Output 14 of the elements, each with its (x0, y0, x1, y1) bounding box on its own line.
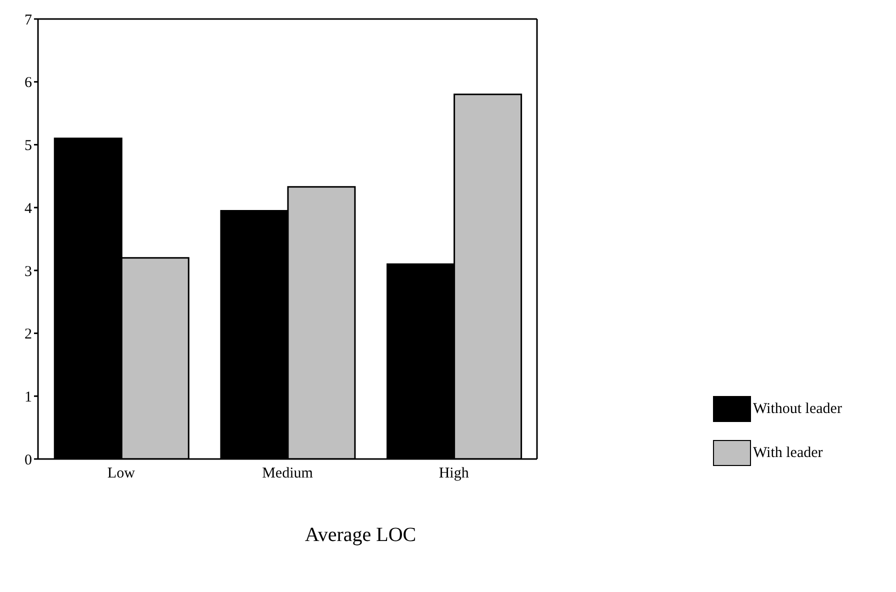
y-tick-label: 6 (24, 75, 32, 92)
y-tick-label: 2 (24, 326, 32, 343)
x-tick-label: High (438, 466, 470, 482)
y-tick-label: 7 (24, 12, 32, 28)
x-axis-title: Average LOC (304, 524, 418, 547)
y-tick-label: 4 (24, 200, 32, 217)
x-tick-label: Low (107, 466, 136, 482)
x-tick-label: Medium (262, 466, 314, 482)
legend-label: Without leader (753, 400, 842, 418)
y-tick-label: 0 (24, 452, 32, 468)
y-tick-label: 3 (24, 264, 32, 280)
y-tick-label: 1 (24, 389, 32, 406)
y-tick-label: 5 (24, 138, 32, 154)
legend-label: With leader (753, 444, 823, 462)
